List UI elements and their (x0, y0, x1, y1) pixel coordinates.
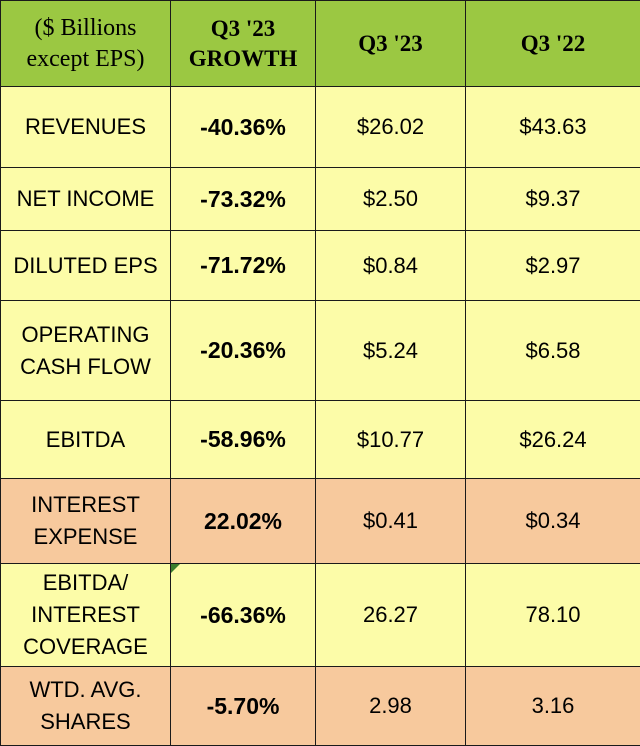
table-row: EBITDA -58.96% $10.77 $26.24 (1, 401, 640, 479)
header-q3-23-label: Q3 '23 (320, 29, 461, 59)
growth-value: 22.02% (175, 508, 311, 535)
q3-23-value: $10.77 (320, 427, 461, 453)
metric-label: EBITDA (5, 424, 166, 456)
metric-cell: INTEREST EXPENSE (1, 479, 171, 564)
table-row: INTEREST EXPENSE 22.02% $0.41 $0.34 (1, 479, 640, 564)
q3-22-cell: $26.24 (466, 401, 640, 479)
metric-cell: OPERATING CASH FLOW (1, 301, 171, 401)
q3-22-value: $9.37 (470, 186, 636, 212)
metric-label: EBITDA/ INTEREST COVERAGE (5, 567, 166, 663)
q3-23-value: $0.84 (320, 253, 461, 279)
q3-22-cell: $2.97 (466, 231, 640, 301)
q3-23-cell: $5.24 (316, 301, 466, 401)
q3-22-value: $43.63 (470, 114, 636, 140)
q3-23-value: $2.50 (320, 186, 461, 212)
q3-22-value: $0.34 (470, 508, 636, 534)
q3-23-cell: $0.84 (316, 231, 466, 301)
table-row: REVENUES -40.36% $26.02 $43.63 (1, 87, 640, 168)
table-row: EBITDA/ INTEREST COVERAGE -66.36% 26.27 … (1, 564, 640, 667)
q3-22-cell: $43.63 (466, 87, 640, 168)
table-row: OPERATING CASH FLOW -20.36% $5.24 $6.58 (1, 301, 640, 401)
table-row: WTD. AVG. SHARES -5.70% 2.98 3.16 (1, 667, 640, 746)
header-q3-23: Q3 '23 (316, 1, 466, 87)
q3-22-cell: $0.34 (466, 479, 640, 564)
growth-value: -40.36% (175, 114, 311, 141)
header-units: ($ Billions except EPS) (1, 1, 171, 87)
growth-value: -73.32% (175, 186, 311, 213)
table-row: NET INCOME -73.32% $2.50 $9.37 (1, 168, 640, 231)
growth-cell: 22.02% (171, 479, 316, 564)
growth-value: -5.70% (175, 693, 311, 720)
q3-23-cell: $10.77 (316, 401, 466, 479)
growth-cell: -5.70% (171, 667, 316, 746)
growth-cell: -66.36% (171, 564, 316, 667)
growth-cell: -40.36% (171, 87, 316, 168)
table-row: DILUTED EPS -71.72% $0.84 $2.97 (1, 231, 640, 301)
q3-22-value: $26.24 (470, 427, 636, 453)
header-q3-22: Q3 '22 (466, 1, 640, 87)
q3-23-value: $26.02 (320, 114, 461, 140)
metric-label: OPERATING CASH FLOW (5, 319, 166, 383)
header-units-label: ($ Billions except EPS) (5, 13, 166, 75)
q3-22-cell: $9.37 (466, 168, 640, 231)
growth-cell: -20.36% (171, 301, 316, 401)
q3-22-value: $2.97 (470, 253, 636, 279)
metric-cell: EBITDA/ INTEREST COVERAGE (1, 564, 171, 667)
header-growth: Q3 '23 GROWTH (171, 1, 316, 87)
metric-cell: EBITDA (1, 401, 171, 479)
growth-cell: -71.72% (171, 231, 316, 301)
growth-cell: -58.96% (171, 401, 316, 479)
q3-22-cell: $6.58 (466, 301, 640, 401)
header-row: ($ Billions except EPS) Q3 '23 GROWTH Q3… (1, 1, 640, 87)
metric-label: WTD. AVG. SHARES (5, 674, 166, 738)
metric-label: INTEREST EXPENSE (5, 489, 166, 553)
q3-23-value: $5.24 (320, 338, 461, 364)
q3-23-cell: $26.02 (316, 87, 466, 168)
q3-23-value: 26.27 (320, 602, 461, 628)
q3-22-value: $6.58 (470, 338, 636, 364)
metric-label: REVENUES (5, 111, 166, 143)
metric-cell: NET INCOME (1, 168, 171, 231)
metric-label: DILUTED EPS (5, 250, 166, 282)
growth-value: -20.36% (175, 337, 311, 364)
metric-label: NET INCOME (5, 183, 166, 215)
q3-23-value: 2.98 (320, 693, 461, 719)
q3-23-cell: $2.50 (316, 168, 466, 231)
q3-22-value: 3.16 (470, 693, 636, 719)
metric-cell: REVENUES (1, 87, 171, 168)
growth-value: -58.96% (175, 426, 311, 453)
q3-22-cell: 78.10 (466, 564, 640, 667)
q3-23-cell: $0.41 (316, 479, 466, 564)
growth-value: -71.72% (175, 252, 311, 279)
q3-23-cell: 2.98 (316, 667, 466, 746)
q3-23-value: $0.41 (320, 508, 461, 534)
growth-cell: -73.32% (171, 168, 316, 231)
header-q3-22-label: Q3 '22 (470, 29, 636, 59)
growth-value: -66.36% (175, 602, 311, 629)
q3-23-cell: 26.27 (316, 564, 466, 667)
comment-marker-icon (171, 564, 180, 573)
q3-22-cell: 3.16 (466, 667, 640, 746)
q3-22-value: 78.10 (470, 602, 636, 628)
metric-cell: DILUTED EPS (1, 231, 171, 301)
metric-cell: WTD. AVG. SHARES (1, 667, 171, 746)
header-growth-label: Q3 '23 GROWTH (175, 14, 311, 74)
